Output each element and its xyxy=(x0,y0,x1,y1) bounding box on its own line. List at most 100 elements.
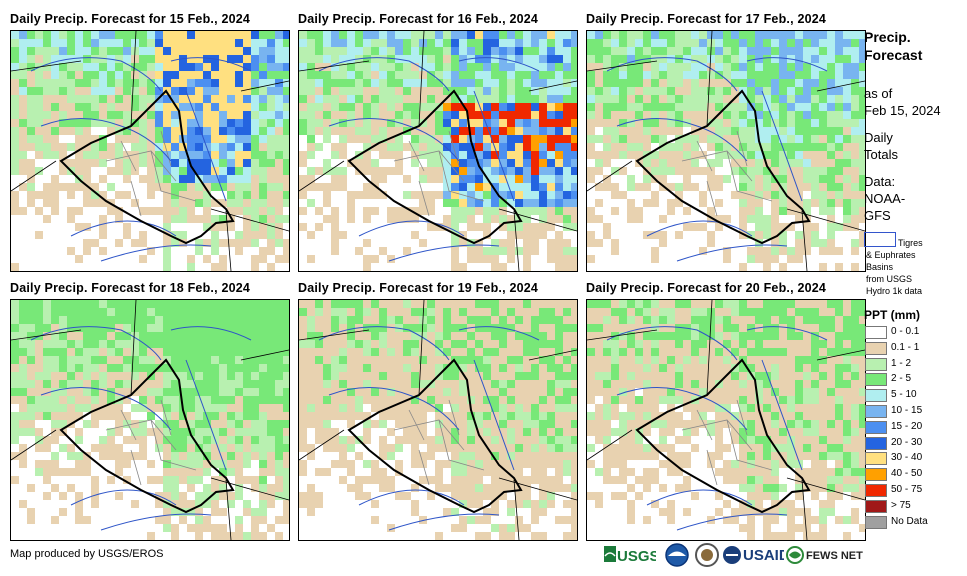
precip-cell xyxy=(451,452,459,460)
precip-cell xyxy=(795,183,803,191)
precip-cell xyxy=(491,340,499,348)
precip-cell xyxy=(723,316,731,324)
precip-cell xyxy=(211,231,219,239)
precip-cell xyxy=(603,183,611,191)
precip-cell xyxy=(427,119,435,127)
precip-cell xyxy=(747,340,755,348)
precip-cell xyxy=(571,428,577,436)
precip-cell xyxy=(683,71,691,79)
precip-cell xyxy=(163,95,171,103)
precip-cell xyxy=(363,119,371,127)
precip-cell xyxy=(427,127,435,135)
precip-cell xyxy=(163,476,171,484)
precip-cell xyxy=(803,476,811,484)
precip-cell xyxy=(107,63,115,71)
precip-cell xyxy=(187,127,195,135)
precip-cell xyxy=(211,63,219,71)
precip-cell xyxy=(755,159,763,167)
precip-cell xyxy=(75,348,83,356)
precip-cell xyxy=(395,31,403,39)
precip-cell xyxy=(771,436,779,444)
precip-cell xyxy=(747,476,755,484)
precip-cell xyxy=(211,428,219,436)
precip-cell xyxy=(387,340,395,348)
precip-cell xyxy=(755,396,763,404)
precip-cell xyxy=(699,247,707,255)
precip-cell xyxy=(275,332,283,340)
precip-cell xyxy=(347,316,355,324)
precip-cell xyxy=(59,167,67,175)
precip-cell xyxy=(307,332,315,340)
precip-cell xyxy=(19,404,27,412)
precip-cell xyxy=(75,63,83,71)
precip-cell xyxy=(395,87,403,95)
precip-cell xyxy=(315,332,323,340)
precip-cell xyxy=(499,476,507,484)
precip-cell xyxy=(131,436,139,444)
precip-cell xyxy=(251,79,259,87)
precip-cell xyxy=(323,388,331,396)
precip-cell xyxy=(803,63,811,71)
precip-cell xyxy=(859,468,865,476)
precip-cell xyxy=(267,348,275,356)
precip-cell xyxy=(363,183,371,191)
precip-cell xyxy=(267,524,275,532)
precip-cell xyxy=(371,159,379,167)
precip-cell xyxy=(275,87,283,95)
precip-cell xyxy=(779,175,787,183)
precip-cell xyxy=(131,167,139,175)
precip-cell xyxy=(123,324,131,332)
precip-cell xyxy=(179,348,187,356)
precip-cell xyxy=(363,348,371,356)
precip-cell xyxy=(323,348,331,356)
precip-cell xyxy=(307,444,315,452)
precip-cell xyxy=(523,500,531,508)
precip-cell xyxy=(739,191,747,199)
forecast-panel-feb18: Daily Precip. Forecast for 18 Feb., 2024 xyxy=(10,279,290,541)
precip-cell xyxy=(643,316,651,324)
precip-cell xyxy=(187,524,195,532)
precip-cell xyxy=(203,239,211,247)
precip-cell xyxy=(371,191,379,199)
precip-cell xyxy=(803,79,811,87)
precip-cell xyxy=(555,468,563,476)
precip-cell xyxy=(19,119,27,127)
precip-cell xyxy=(651,420,659,428)
precip-cell xyxy=(411,348,419,356)
precip-cell xyxy=(123,452,131,460)
precip-cell xyxy=(259,460,267,468)
precip-cell xyxy=(835,300,843,308)
precip-cell xyxy=(571,324,577,332)
precip-cell xyxy=(811,55,819,63)
precip-cell xyxy=(99,308,107,316)
precip-cell xyxy=(11,364,19,372)
precip-cell xyxy=(395,111,403,119)
precip-cell xyxy=(555,159,563,167)
precip-cell xyxy=(563,95,571,103)
precip-cell xyxy=(523,207,531,215)
precip-cell xyxy=(171,143,179,151)
precip-cell xyxy=(707,55,715,63)
precip-cell xyxy=(747,444,755,452)
precip-cell xyxy=(163,135,171,143)
precip-cell xyxy=(683,436,691,444)
precip-cell xyxy=(131,111,139,119)
precip-cell xyxy=(67,71,75,79)
precip-cell xyxy=(683,396,691,404)
precip-cell xyxy=(659,39,667,47)
precip-cell xyxy=(59,420,67,428)
precip-cell xyxy=(595,119,603,127)
precip-cell xyxy=(131,239,139,247)
precip-cell xyxy=(843,404,851,412)
precip-cell xyxy=(347,215,355,223)
precip-cell xyxy=(763,119,771,127)
precip-cell xyxy=(723,348,731,356)
precip-cell xyxy=(363,79,371,87)
precip-cell xyxy=(35,436,43,444)
precip-cell xyxy=(227,340,235,348)
precip-cell xyxy=(587,79,595,87)
precip-cell xyxy=(427,364,435,372)
precip-cell xyxy=(619,39,627,47)
precip-cell xyxy=(675,372,683,380)
precip-cell xyxy=(779,111,787,119)
